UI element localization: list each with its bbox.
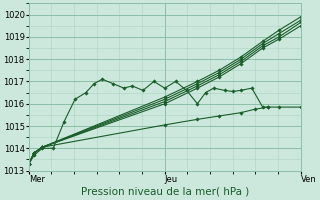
X-axis label: Pression niveau de la mer( hPa ): Pression niveau de la mer( hPa ) xyxy=(81,187,249,197)
